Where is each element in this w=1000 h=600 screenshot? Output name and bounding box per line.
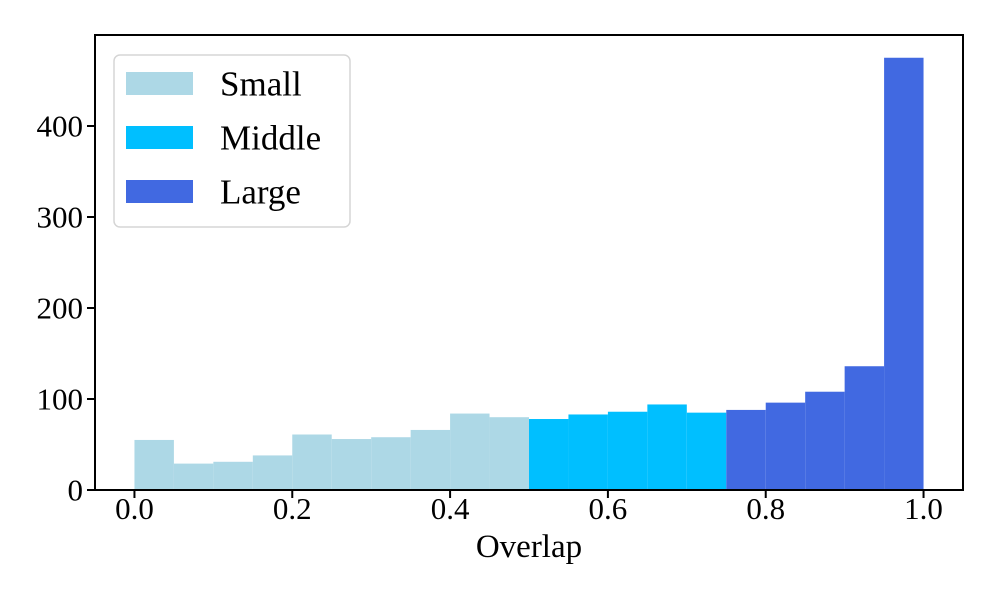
bar-large-bin16 bbox=[765, 402, 806, 490]
y-tick-label: 400 bbox=[37, 109, 84, 144]
legend-entry-middle: Middle bbox=[126, 119, 321, 158]
legend-entry-small: Small bbox=[126, 65, 302, 104]
bar-middle-bin13 bbox=[647, 404, 687, 490]
legend-label-large: Large bbox=[220, 173, 301, 212]
y-tick-label: 200 bbox=[37, 291, 84, 326]
bar-large-bin17 bbox=[805, 391, 845, 490]
histogram-bars bbox=[134, 57, 924, 490]
x-axis-label: Overlap bbox=[476, 529, 582, 565]
x-tick-label: 0.8 bbox=[746, 491, 785, 526]
bar-middle-bin12 bbox=[607, 411, 648, 490]
bar-middle-bin11 bbox=[568, 414, 608, 490]
bar-small-bin6 bbox=[371, 437, 411, 490]
bar-middle-bin10 bbox=[529, 419, 569, 490]
x-tick-label: 0.2 bbox=[273, 491, 312, 526]
legend-swatch-middle bbox=[126, 126, 193, 149]
legend: Small Middle Large bbox=[113, 54, 351, 228]
legend-swatch-small bbox=[126, 72, 193, 95]
bar-large-bin15 bbox=[726, 409, 766, 490]
bar-large-bin18 bbox=[844, 366, 885, 490]
bar-small-bin1 bbox=[173, 463, 214, 490]
legend-swatch-large bbox=[126, 180, 193, 203]
x-tick-label: 0.6 bbox=[589, 491, 628, 526]
bar-middle-bin14 bbox=[686, 412, 727, 490]
y-tick-label: 100 bbox=[37, 382, 84, 417]
legend-entry-large: Large bbox=[126, 173, 301, 212]
bar-small-bin9 bbox=[489, 417, 529, 490]
legend-label-middle: Middle bbox=[220, 119, 321, 158]
bar-small-bin0 bbox=[134, 439, 174, 490]
x-tick-label: 1.0 bbox=[904, 491, 943, 526]
bar-small-bin3 bbox=[252, 455, 293, 490]
bar-small-bin2 bbox=[213, 461, 253, 490]
bar-small-bin4 bbox=[292, 434, 332, 490]
x-axis: 0.0 0.2 0.4 0.6 0.8 1.0 bbox=[115, 491, 943, 526]
bar-small-bin8 bbox=[450, 413, 490, 490]
y-axis: 0 100 200 300 400 bbox=[37, 109, 94, 508]
bar-large-bin19 bbox=[884, 57, 924, 490]
y-tick-label: 0 bbox=[68, 473, 84, 508]
bar-small-bin7 bbox=[410, 429, 451, 490]
x-tick-label: 0.4 bbox=[431, 491, 470, 526]
legend-label-small: Small bbox=[220, 65, 302, 104]
plot-frame bbox=[94, 34, 964, 491]
x-tick-label: 0.0 bbox=[115, 491, 154, 526]
bar-small-bin5 bbox=[331, 439, 372, 490]
y-tick-label: 300 bbox=[37, 200, 84, 235]
